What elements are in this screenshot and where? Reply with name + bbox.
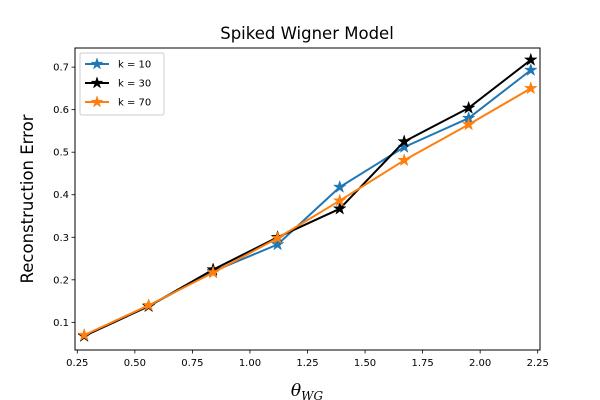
data-point <box>397 152 412 167</box>
y-axis-label: Reconstruction Error <box>18 114 37 283</box>
data-point <box>397 134 412 148</box>
x-tick-label: 2.00 <box>469 358 491 369</box>
x-tick-label: 0.25 <box>66 358 88 369</box>
y-tick-label: 0.7 <box>53 63 69 74</box>
legend-marker <box>90 57 104 70</box>
legend-marker <box>90 76 104 89</box>
data-point <box>332 179 347 194</box>
x-axis-label-subscript: WG <box>301 389 323 400</box>
chart-title: Spiked Wigner Model <box>220 24 394 43</box>
x-tick-label: 1.50 <box>354 358 376 369</box>
y-tick-label: 0.4 <box>53 190 69 201</box>
x-tick-label: 1.00 <box>239 358 261 369</box>
x-tick-label: 1.25 <box>296 358 318 369</box>
x-axis-label-base: θ <box>291 381 301 400</box>
data-point <box>332 201 347 215</box>
x-tick-label: 1.75 <box>411 358 433 369</box>
series-layer <box>77 52 538 342</box>
data-point <box>461 100 476 114</box>
legend: k = 10 k = 30 k = 70 <box>79 52 165 116</box>
x-axis-label: θWG <box>291 381 324 400</box>
y-tick-label: 0.5 <box>53 148 69 159</box>
y-tick-label: 0.2 <box>53 275 69 286</box>
y-tick-label: 0.1 <box>53 318 69 329</box>
data-point <box>523 62 538 77</box>
y-tick-label: 0.3 <box>53 233 69 244</box>
data-point <box>77 327 92 342</box>
y-axis: 0.1 0.2 0.3 0.4 0.5 0.6 0.7 <box>53 63 75 329</box>
y-tick-label: 0.6 <box>53 105 69 116</box>
x-tick-label: 2.25 <box>527 358 549 369</box>
x-axis: 0.25 0.50 0.75 1.00 1.25 1.50 1.75 2.00 2.25 <box>66 350 549 369</box>
data-point <box>206 265 221 279</box>
data-point <box>461 117 476 131</box>
legend-label: k = 30 <box>118 79 151 90</box>
legend-label: k = 10 <box>118 60 151 71</box>
x-tick-label: 0.75 <box>181 358 203 369</box>
data-point <box>523 52 538 66</box>
series-line <box>83 87 532 337</box>
data-point <box>141 298 156 312</box>
data-point <box>523 81 538 95</box>
data-point <box>270 237 285 251</box>
legend-label: k = 70 <box>118 98 151 109</box>
data-point <box>270 230 285 245</box>
legend-box <box>79 52 165 116</box>
x-tick-label: 0.50 <box>124 358 146 369</box>
data-point <box>332 193 347 207</box>
legend-marker <box>90 95 104 108</box>
